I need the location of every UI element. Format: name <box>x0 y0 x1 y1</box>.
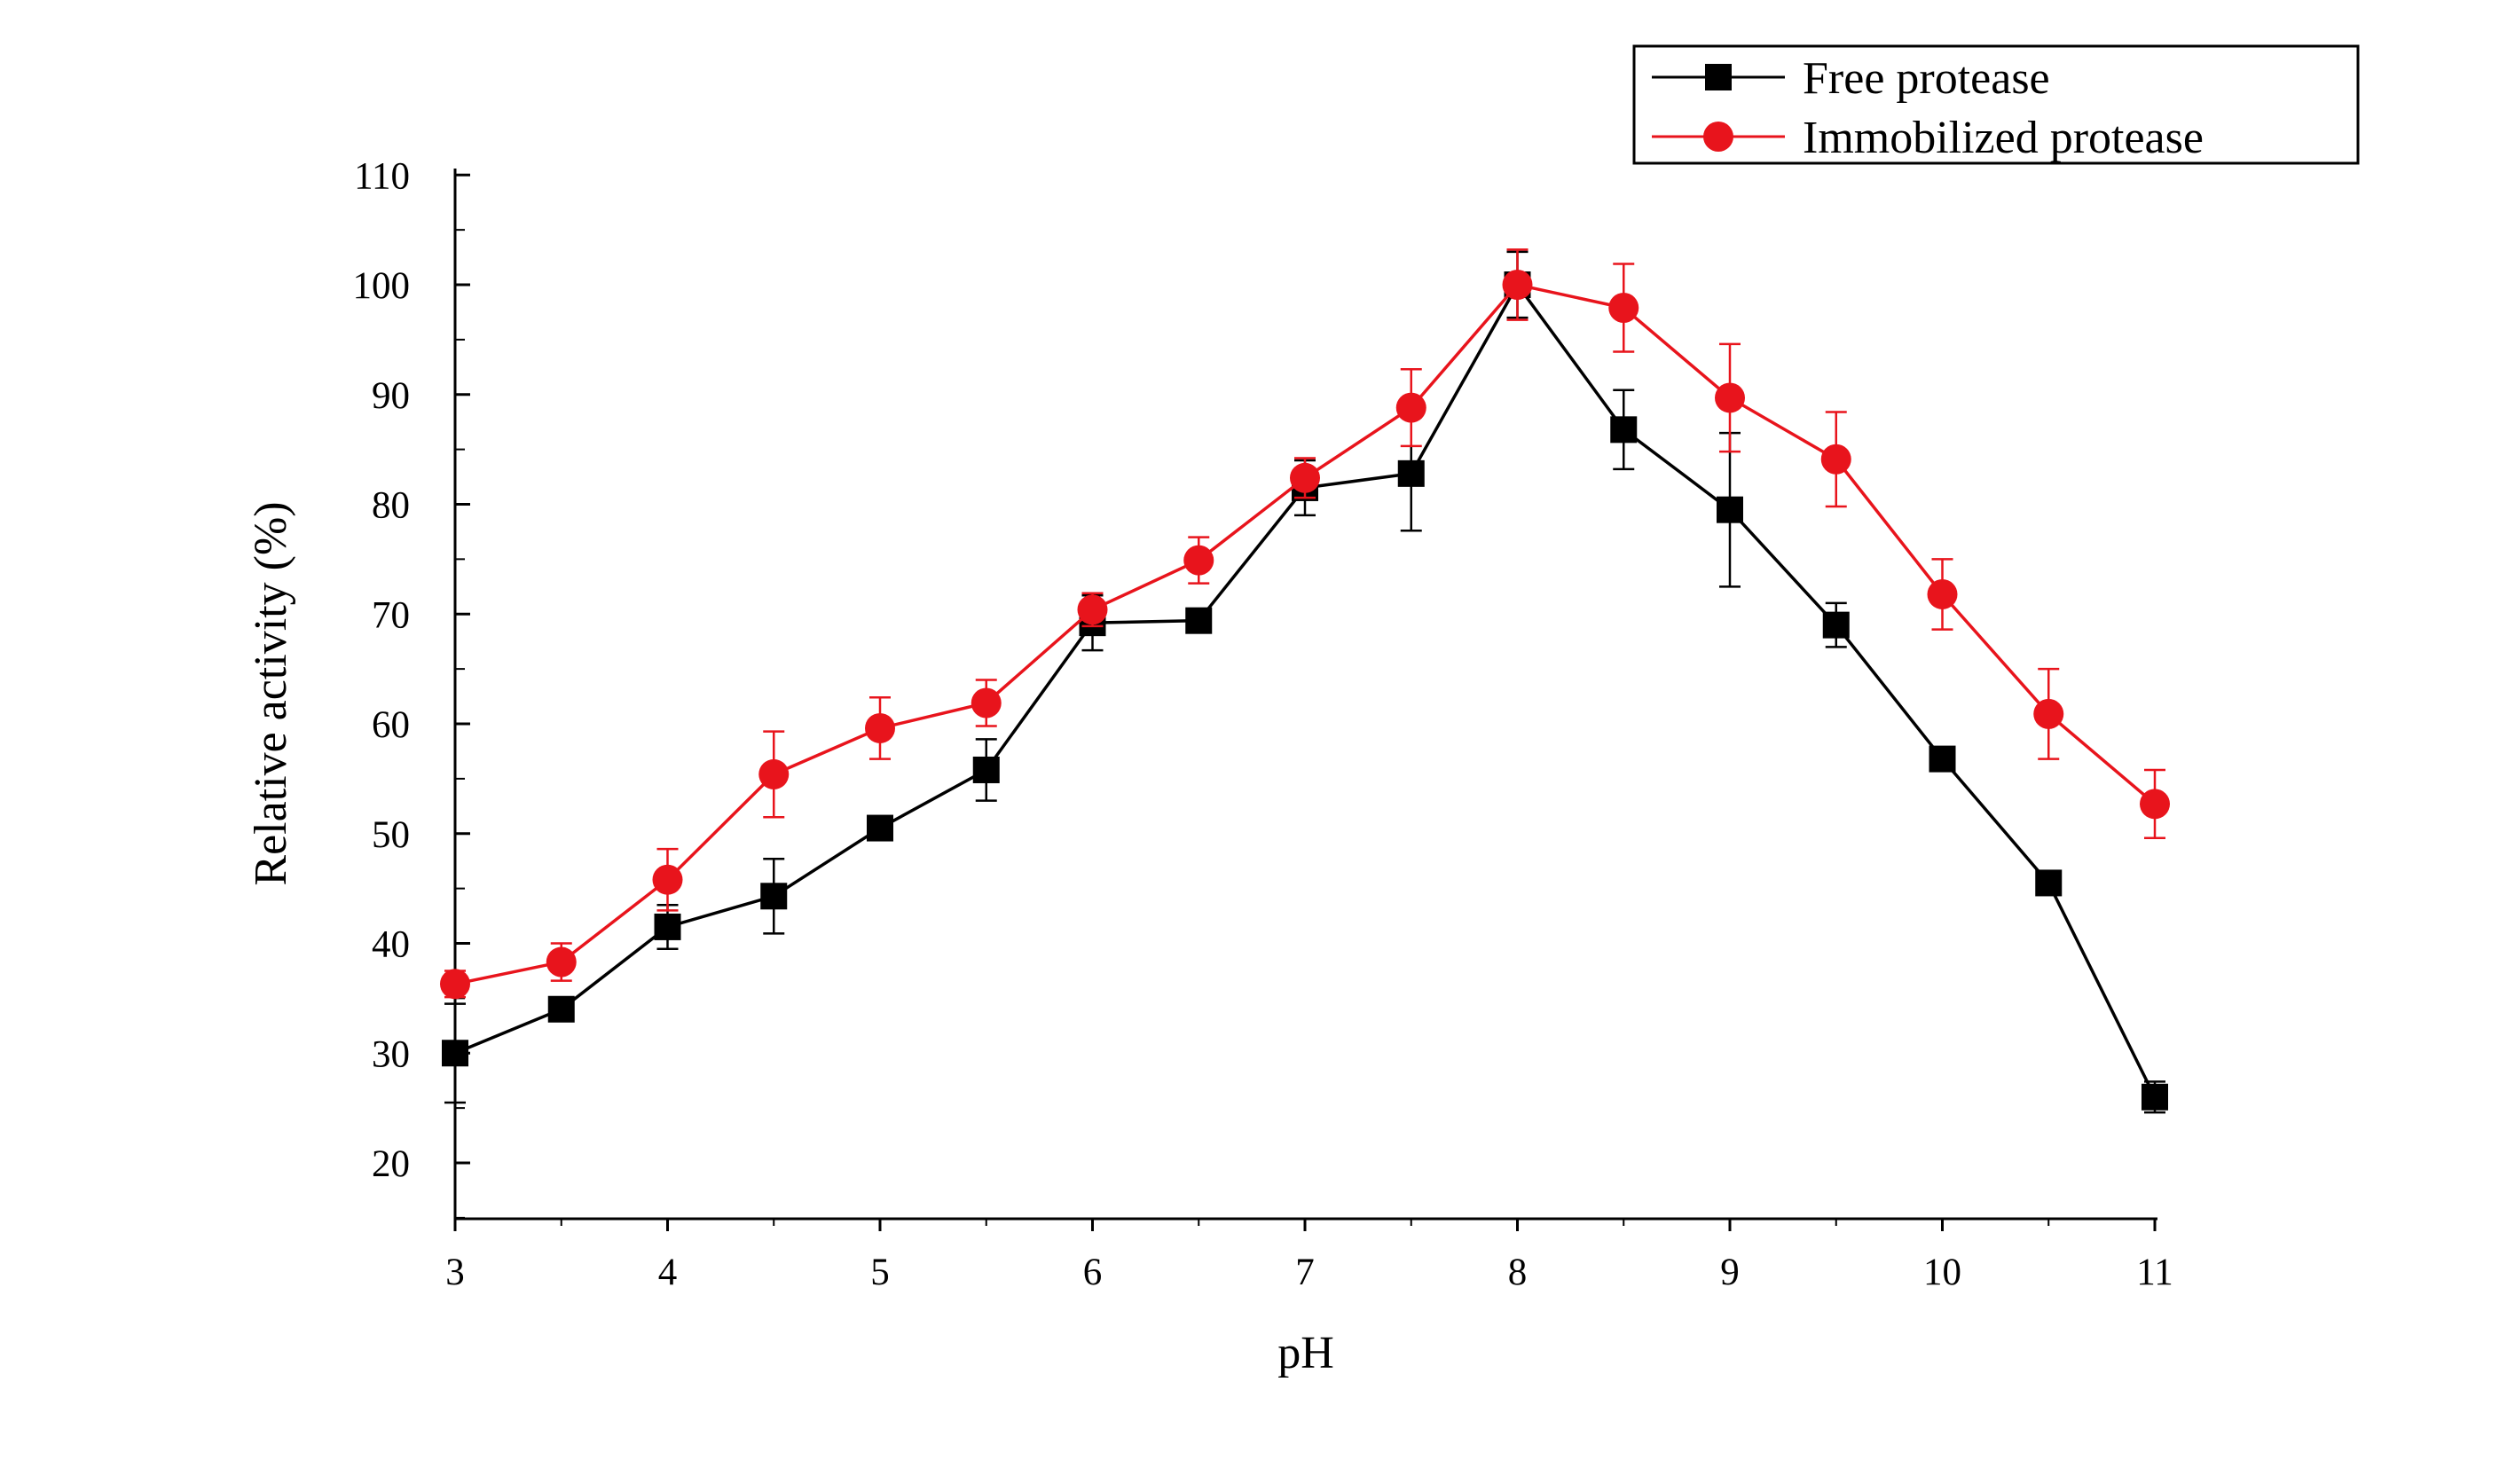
data-point <box>546 946 577 978</box>
legend-box <box>1632 44 2360 165</box>
legend-marker-immobilized <box>1703 122 1733 152</box>
data-point <box>760 883 788 910</box>
data-point <box>2035 869 2063 897</box>
x-axis-title: pH <box>1277 1328 1334 1378</box>
x-tick-label: 5 <box>870 1252 890 1293</box>
x-tick-label: 11 <box>2136 1252 2173 1293</box>
data-point <box>2142 1083 2168 1111</box>
legend-label-free: Free protease <box>1803 53 2050 104</box>
x-axis-ticks: 3 4 5 6 7 8 9 10 11 <box>445 1219 2173 1293</box>
data-point <box>1290 462 1320 493</box>
x-tick-label: 8 <box>1508 1252 1528 1293</box>
data-point <box>1077 594 1108 625</box>
y-tick-label: 80 <box>372 485 410 527</box>
y-tick-label: 110 <box>354 155 410 197</box>
legend-label-immobilized: Immobilized protease <box>1803 113 2204 163</box>
data-point <box>442 1040 468 1067</box>
series-immobilized-protease <box>440 248 2170 1000</box>
data-point <box>1715 382 1745 413</box>
data-point <box>652 864 683 895</box>
series-layer <box>440 248 2170 1114</box>
y-axis-ticks: 20 30 40 50 60 70 80 90 100 110 <box>353 155 470 1219</box>
x-tick-label: 3 <box>445 1252 465 1293</box>
data-point <box>1610 416 1638 444</box>
legend: Free protease Immobilized protease <box>1632 44 2360 165</box>
data-point <box>1608 292 1639 323</box>
legend-marker-free <box>1705 64 1732 90</box>
data-point <box>440 969 470 1000</box>
y-tick-label: 50 <box>372 814 410 856</box>
data-point <box>1822 611 1850 639</box>
data-point <box>1717 496 1743 523</box>
data-point <box>1397 459 1425 487</box>
data-point <box>1927 578 1958 609</box>
x-tick-label: 7 <box>1295 1252 1315 1293</box>
x-tick-label: 9 <box>1720 1252 1740 1293</box>
data-point <box>865 712 895 743</box>
data-point <box>1183 545 1214 576</box>
y-tick-label: 30 <box>372 1033 410 1075</box>
x-tick-label: 10 <box>1923 1252 1961 1293</box>
data-point <box>972 756 1000 783</box>
data-point <box>1185 607 1213 634</box>
y-tick-label: 20 <box>372 1143 410 1185</box>
x-tick-label: 4 <box>658 1252 678 1293</box>
data-point <box>758 758 790 789</box>
y-tick-label: 60 <box>372 704 410 746</box>
data-point <box>867 814 893 842</box>
data-point <box>2033 698 2064 729</box>
y-tick-label: 100 <box>353 265 411 307</box>
x-tick-label: 6 <box>1083 1252 1103 1293</box>
data-point <box>654 913 681 940</box>
data-point <box>1502 270 1533 300</box>
y-tick-label: 40 <box>372 924 410 966</box>
data-point <box>547 995 575 1023</box>
data-point <box>1395 392 1426 423</box>
y-tick-label: 90 <box>372 375 410 417</box>
data-point <box>1929 745 1956 773</box>
y-axis-title: Relative activity (%) <box>246 501 296 885</box>
data-point <box>2140 789 2170 820</box>
data-point <box>971 687 1002 718</box>
y-tick-label: 70 <box>372 594 410 636</box>
data-point <box>1820 444 1851 475</box>
